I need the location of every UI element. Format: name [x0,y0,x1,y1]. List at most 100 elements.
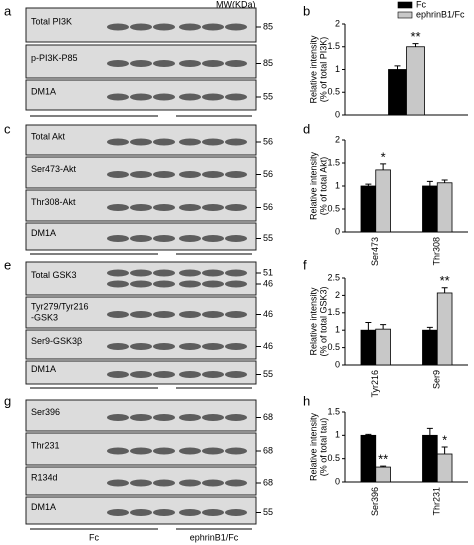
y-tick-label: 0 [335,226,340,236]
row-label: Ser9-GSK3β [31,336,82,346]
blot-band [225,93,247,101]
bar [406,46,425,116]
row-label: DM1A [31,502,56,512]
row-label: p-PI3K-P85 [31,53,78,63]
panel-label: e [4,257,11,272]
y-axis-label: (% of total GSK3) [318,286,328,356]
legend-label: Fc [416,0,426,9]
x-tick-label: Ser473 [370,237,380,266]
blot-band [225,447,247,455]
legend-swatch [397,1,413,9]
y-tick-label: 0 [335,476,340,486]
blot-band [153,60,175,67]
blot-band [153,447,175,455]
blot-band [179,204,201,211]
legend-swatch [397,11,413,19]
error-bar [441,287,448,293]
blot-band [130,343,152,350]
blot-band [107,171,129,178]
x-tick-label: Tyr216 [370,370,380,398]
y-tick-label: 0.5 [327,342,340,352]
mw-label: 85 [263,21,273,31]
blot-band [153,23,175,31]
row-label: Total GSK3 [31,270,77,280]
blot-band [179,23,201,31]
blot-band [202,280,224,288]
blot-band [202,447,224,455]
blot-band [225,343,247,350]
panel-label: d [303,121,310,136]
row-label: DM1A [31,364,56,374]
blot-band [153,235,175,242]
blot-band [225,60,247,67]
y-tick-label: 1.5 [327,41,340,51]
mw-label: 46 [263,341,273,351]
blot-band [130,414,152,421]
error-bar [365,183,372,186]
blot-band [153,280,175,288]
row-label: DM1A [31,228,56,238]
blot-band [130,479,152,487]
blot-band [153,311,175,318]
blot-frame [25,261,257,296]
blot-band [225,269,247,277]
mw-label: 55 [263,507,273,517]
bar [375,169,391,233]
blot-band [202,371,224,378]
blot-band [179,93,201,101]
blot-band [202,93,224,101]
blot-band [107,23,129,31]
blot-band [130,23,152,31]
blot-band [107,414,129,421]
x-tick-label: Ser396 [370,487,380,516]
blot-band [130,311,152,318]
y-tick-label: 2.5 [327,272,340,282]
panel-label: a [4,3,12,18]
y-tick-label: 2 [335,290,340,300]
bar [360,185,377,233]
x-tick-label: Thr231 [432,487,442,516]
blot-band [107,371,129,378]
blot-band [225,311,247,318]
blot-band [179,269,201,277]
blot-band [225,23,247,31]
blot-band [179,509,201,516]
error-bar [380,465,387,468]
blot-band [107,311,129,318]
mw-label: 56 [263,169,273,179]
blot-band [130,93,152,101]
group-label: ephrinB1/Fc [190,532,239,542]
significance: ** [440,273,450,288]
blot-band [107,447,129,455]
mw-label: 55 [263,369,273,379]
blot-band [107,138,129,146]
y-tick-label: 1.5 [327,307,340,317]
mw-label: 56 [263,202,273,212]
mw-label: 55 [263,233,273,243]
y-tick-label: 1.5 [327,157,340,167]
blot-band [179,235,201,242]
x-tick-label: Thr308 [432,237,442,266]
row-label: Thr308-Akt [31,197,76,207]
bar [436,453,453,483]
blot-band [153,138,175,146]
blot-band [202,509,224,516]
y-tick-label: 1 [335,64,340,74]
blot-band [179,311,201,318]
blot-band [130,371,152,378]
blot-band [107,93,129,101]
error-bar [380,163,387,170]
y-tick-label: 1 [335,180,340,190]
panel-label: f [303,257,307,272]
bar [360,329,377,366]
mw-label: 68 [263,445,273,455]
row-label: Ser473-Akt [31,164,77,174]
mw-label: 68 [263,412,273,422]
row-label: Ser396 [31,407,60,417]
blot-band [202,269,224,277]
y-axis-label: (% of total PI3K) [318,37,328,103]
blot-band [202,235,224,242]
bar [422,185,438,233]
panel-label: h [303,393,310,408]
